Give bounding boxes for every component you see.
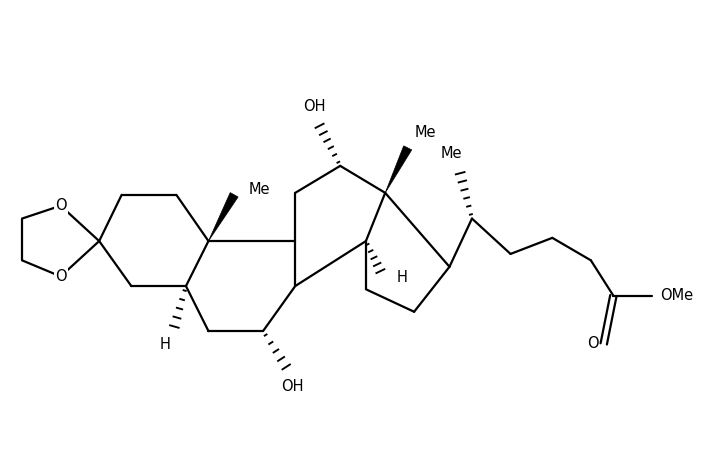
Text: OH: OH xyxy=(303,99,326,114)
Text: Me: Me xyxy=(249,182,270,197)
Text: OMe: OMe xyxy=(660,288,693,303)
Text: O: O xyxy=(55,198,67,213)
Text: H: H xyxy=(160,338,171,352)
Text: Me: Me xyxy=(414,125,436,140)
Text: O: O xyxy=(587,337,599,351)
Polygon shape xyxy=(208,193,238,241)
Text: H: H xyxy=(396,270,407,285)
Polygon shape xyxy=(385,146,412,193)
Text: O: O xyxy=(55,269,67,284)
Text: Me: Me xyxy=(441,146,462,162)
Text: OH: OH xyxy=(281,378,303,394)
